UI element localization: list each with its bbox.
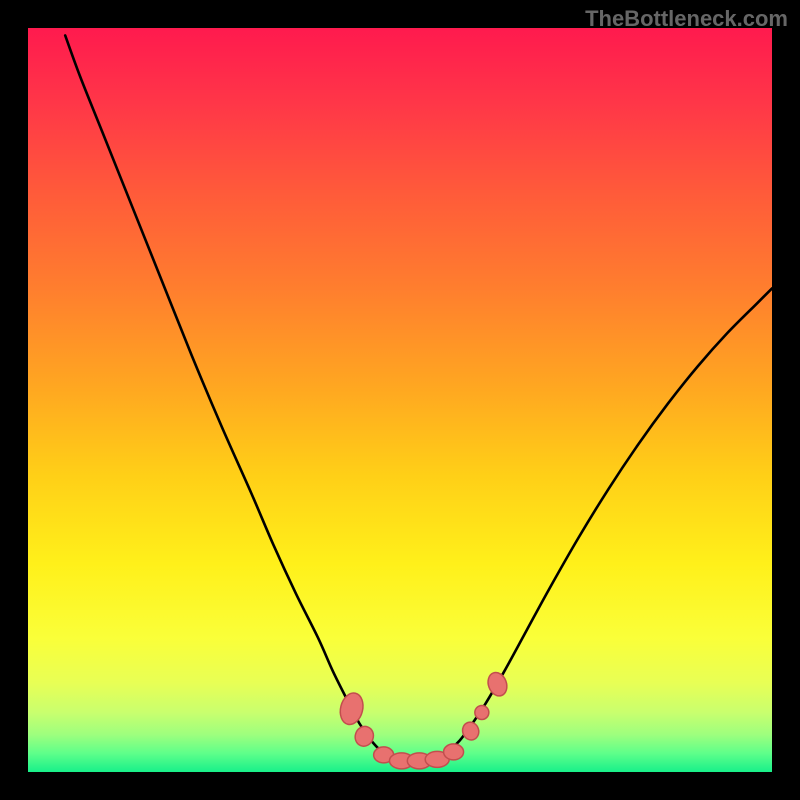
watermark-label: TheBottleneck.com (585, 6, 788, 32)
curve-marker (444, 744, 464, 760)
curve-marker (460, 720, 481, 742)
curve-marker (352, 724, 376, 749)
chart-root: TheBottleneck.com (0, 0, 800, 800)
plot-area (28, 28, 772, 772)
curve-marker (475, 705, 489, 719)
curve-svg (28, 28, 772, 772)
curve-marker (485, 670, 510, 699)
curve-marker (337, 691, 366, 727)
marker-group (337, 670, 510, 769)
bottleneck-curve (65, 35, 772, 762)
